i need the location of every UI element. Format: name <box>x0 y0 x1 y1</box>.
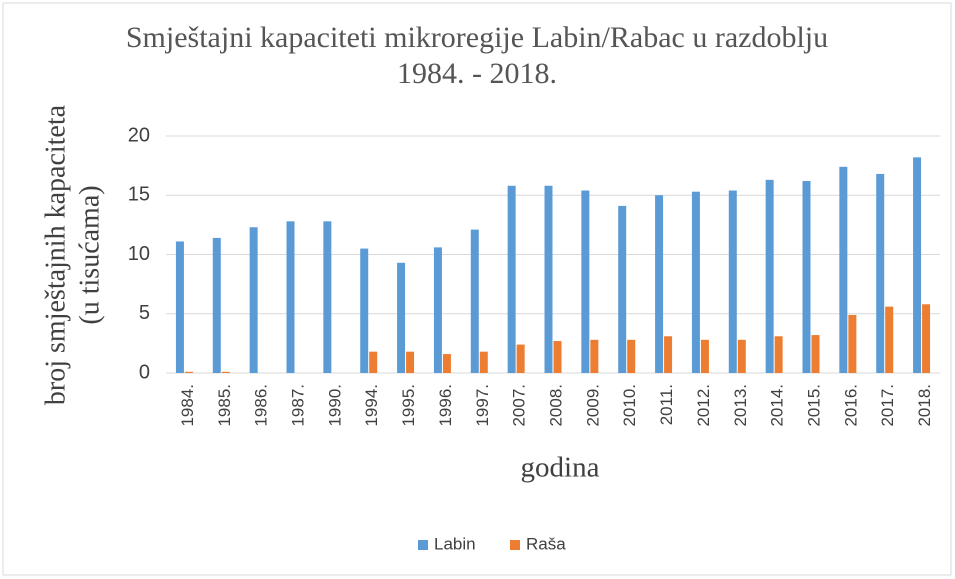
y-tick-label: 20 <box>128 124 150 146</box>
x-tick-group: 2015. <box>804 384 823 427</box>
bar <box>811 335 820 373</box>
x-tick-label: 2013. <box>731 384 750 427</box>
bar <box>664 336 673 373</box>
bar <box>922 304 931 373</box>
x-tick-group: 1985. <box>215 384 234 427</box>
bar <box>397 262 406 373</box>
x-tick-group: 2013. <box>731 384 750 427</box>
bar <box>802 181 811 373</box>
bar <box>323 221 332 373</box>
x-tick-label: 1995. <box>399 384 418 427</box>
x-tick-group: 1996. <box>436 384 455 427</box>
x-tick-group: 2011. <box>657 384 676 425</box>
x-tick-label: 1996. <box>436 384 455 427</box>
x-tick-label: 1994. <box>362 384 381 427</box>
bar <box>212 237 221 373</box>
x-tick-label: 1986. <box>252 384 271 427</box>
x-tick-group: 2010. <box>620 384 639 427</box>
y-axis-title: broj smještajnih kapaciteta <box>40 104 71 405</box>
x-tick-label: 2007. <box>510 384 529 427</box>
x-tick-group: 2018. <box>915 384 934 427</box>
x-tick-group: 2009. <box>583 384 602 427</box>
bar <box>876 173 885 373</box>
x-tick-group: 1997. <box>473 384 492 427</box>
bar <box>516 344 525 373</box>
bar <box>765 179 774 373</box>
legend-swatch <box>510 540 520 550</box>
bar <box>286 221 295 373</box>
bar <box>470 229 479 373</box>
y-axis-title: (u tisućama) <box>74 185 105 324</box>
bar <box>360 248 369 373</box>
bar <box>700 339 709 373</box>
x-tick-group: 2007. <box>510 384 529 427</box>
bar <box>184 371 193 373</box>
bar <box>691 191 700 373</box>
bar <box>433 247 442 373</box>
x-tick-label: 2010. <box>620 384 639 427</box>
bar <box>249 227 258 373</box>
bar <box>728 190 737 373</box>
bar <box>369 351 378 373</box>
x-tick-label: 2017. <box>878 384 897 427</box>
bar <box>221 371 230 373</box>
x-tick-group: 1987. <box>288 384 307 427</box>
x-tick-group: 2012. <box>694 384 713 427</box>
bar <box>618 205 627 373</box>
x-tick-label: 1987. <box>288 384 307 427</box>
x-axis-title: godina <box>521 452 600 484</box>
x-tick-label: 2014. <box>768 384 787 427</box>
x-tick-group: 1984. <box>178 384 197 427</box>
x-tick-label: 2018. <box>915 384 934 427</box>
x-tick-group: 1990. <box>325 384 344 427</box>
bar <box>839 166 848 373</box>
x-tick-label: 1985. <box>215 384 234 427</box>
bar <box>479 351 488 373</box>
x-tick-group: 1986. <box>252 384 271 427</box>
bar <box>737 339 746 373</box>
bar <box>544 185 553 373</box>
bar <box>175 241 184 373</box>
y-tick-label: 0 <box>139 361 150 383</box>
x-tick-group: 2014. <box>768 384 787 427</box>
bar <box>885 306 894 373</box>
x-tick-label: 2012. <box>694 384 713 427</box>
chart-title: Smještajni kapaciteti mikroregije Labin/… <box>125 21 829 90</box>
bar <box>581 190 590 373</box>
x-tick-label: 2016. <box>841 384 860 427</box>
x-tick-label: 2011. <box>657 384 676 425</box>
y-tick-label: 5 <box>139 302 150 324</box>
x-tick-label: 1997. <box>473 384 492 427</box>
x-tick-label: 1984. <box>178 384 197 427</box>
bar <box>627 339 636 373</box>
x-tick-group: 2017. <box>878 384 897 427</box>
bar <box>590 339 599 373</box>
bar <box>507 185 516 373</box>
x-tick-label: 1990. <box>325 384 344 427</box>
x-tick-label: 2009. <box>583 384 602 427</box>
legend-swatch <box>418 540 428 550</box>
y-tick-label: 15 <box>128 184 150 206</box>
x-tick-group: 2008. <box>546 384 565 427</box>
x-tick-label: 2008. <box>546 384 565 427</box>
bar <box>655 195 664 373</box>
bar <box>913 157 922 373</box>
bar <box>774 336 783 373</box>
bar <box>848 314 857 373</box>
x-tick-label: 2015. <box>804 384 823 427</box>
legend-label: Raša <box>526 534 566 553</box>
bar <box>406 351 415 373</box>
x-tick-group: 1995. <box>399 384 418 427</box>
y-tick-label: 10 <box>128 243 150 265</box>
x-tick-group: 1994. <box>362 384 381 427</box>
x-tick-group: 2016. <box>841 384 860 427</box>
bar <box>553 341 562 373</box>
bar <box>442 354 451 373</box>
legend-label: Labin <box>434 534 476 553</box>
